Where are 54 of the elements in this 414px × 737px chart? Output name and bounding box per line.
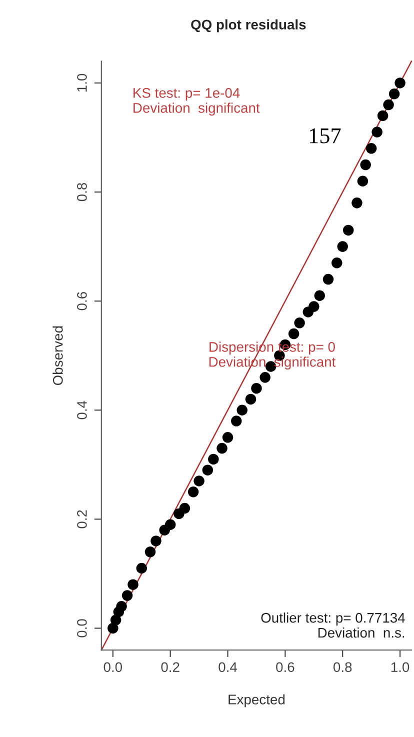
point	[314, 290, 326, 302]
annotation: KS test: p= 1e-04 Deviation significant	[134, 88, 260, 116]
point	[322, 274, 334, 285]
point	[308, 301, 320, 312]
point	[337, 241, 348, 252]
point	[116, 601, 127, 612]
x-tick-label: 0.4	[218, 662, 238, 672]
point	[144, 546, 156, 558]
point	[188, 486, 199, 498]
point	[394, 78, 406, 88]
x-axis-title: Expected	[228, 694, 285, 708]
point	[216, 442, 228, 454]
point	[342, 224, 354, 236]
point	[136, 562, 148, 574]
x-tick-label: 0.6	[276, 662, 294, 672]
point	[331, 258, 342, 268]
point	[245, 394, 256, 405]
annotation: 157	[310, 128, 341, 144]
annotation: Outlier test: p= 0.77134 Deviation n.s.	[261, 612, 405, 638]
point	[150, 536, 162, 546]
point	[366, 143, 377, 154]
point	[372, 126, 382, 138]
point	[357, 176, 368, 187]
point	[251, 382, 262, 394]
y-tick-label: 1.0	[77, 74, 87, 92]
point	[122, 590, 133, 601]
point	[164, 519, 176, 530]
point	[194, 476, 204, 486]
x-tick-label: 1.0	[391, 662, 410, 672]
point	[294, 318, 305, 328]
point	[208, 454, 219, 465]
y-tick-label: 0.6	[77, 292, 87, 310]
x-tick-label: 0.0	[104, 662, 122, 672]
y-tick-label: 0.8	[77, 182, 87, 202]
point	[230, 416, 242, 426]
y-tick-label: 0.2	[77, 510, 87, 528]
y-tick-label: 0.4	[77, 400, 87, 420]
y-tick-label: 0.0	[77, 619, 87, 638]
x-tick-label: 0.8	[334, 662, 352, 672]
point	[128, 579, 138, 590]
point	[352, 198, 362, 208]
point	[236, 404, 248, 416]
point	[377, 110, 388, 122]
point	[288, 328, 300, 340]
point	[222, 432, 234, 443]
point	[360, 159, 371, 170]
point	[179, 502, 190, 514]
y-axis-title: Observed	[52, 326, 63, 386]
point	[202, 464, 214, 476]
point	[260, 372, 270, 383]
chart-title: QQ plot residuals	[191, 19, 306, 32]
x-tick-label: 0.2	[161, 662, 180, 672]
point	[388, 88, 400, 100]
point	[383, 99, 394, 110]
